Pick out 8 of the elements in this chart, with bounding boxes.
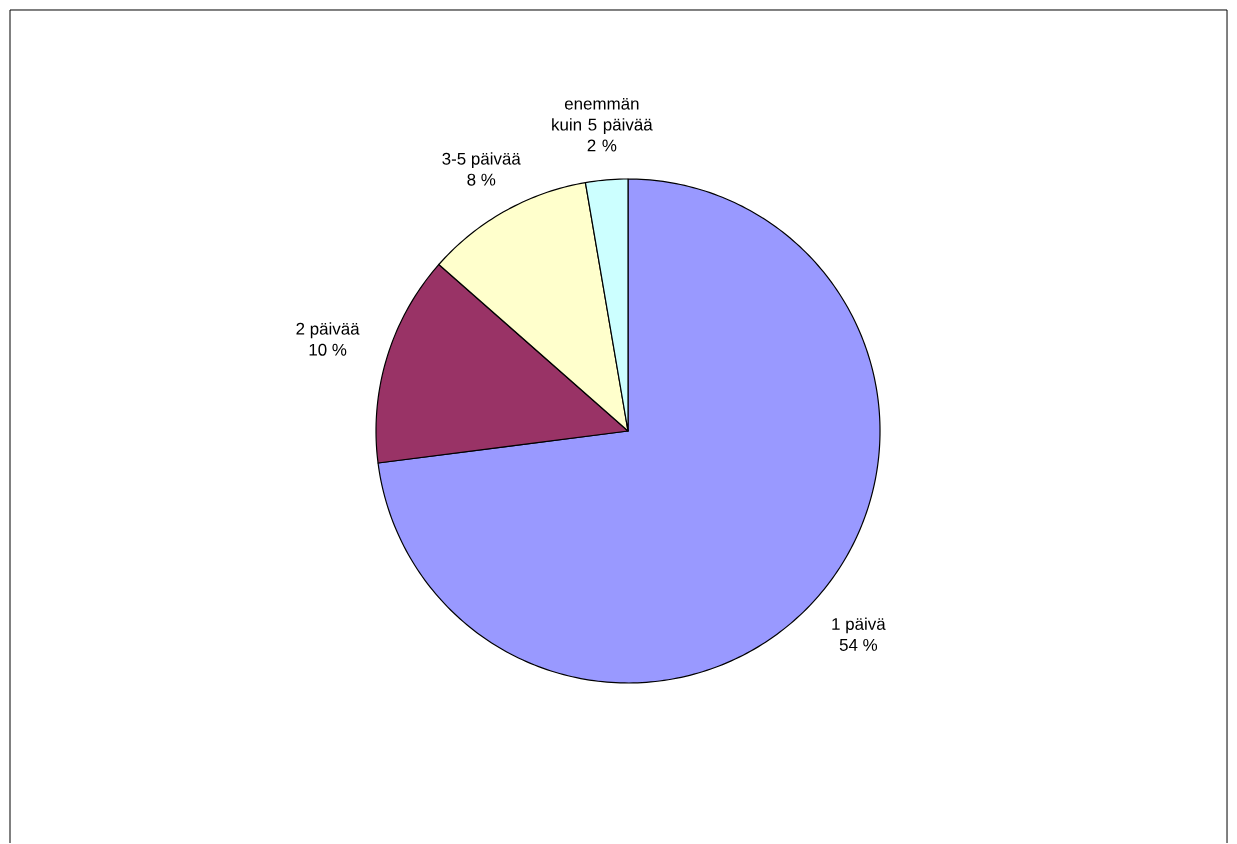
slice-label: 2 päivää: [296, 322, 360, 339]
slice-label: enemmän kuin 5 päivää: [552, 98, 653, 135]
data-label: 10 %: [309, 343, 347, 356]
data-label: 54 %: [839, 639, 878, 652]
data-label: 8 %: [467, 173, 496, 186]
slice-label: 1 päivä: [832, 617, 886, 634]
data-label: 2 %: [587, 139, 617, 152]
slice-label: 3-5 päivää: [442, 152, 521, 169]
